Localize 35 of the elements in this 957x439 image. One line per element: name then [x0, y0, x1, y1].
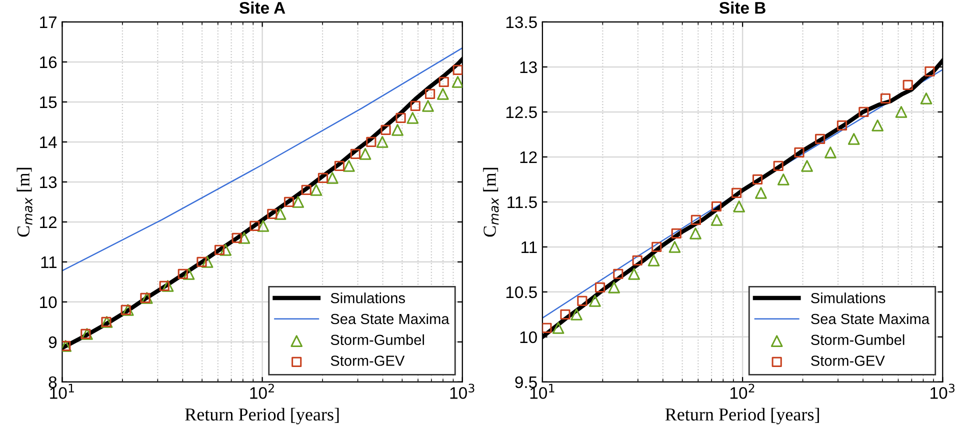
- y-tick-label: 16: [40, 56, 57, 68]
- y-tick-label: 13.5: [506, 16, 537, 28]
- x-axis-title: Return Period [years]: [185, 408, 339, 424]
- y-tick-label: 11: [522, 242, 537, 253]
- legend-label: Simulations: [811, 292, 886, 304]
- y-tick-label: 11: [41, 256, 57, 268]
- y-axis-title: C$_{max}$ [m]: [483, 168, 499, 237]
- y-tick-label: 11.5: [508, 196, 537, 208]
- legend-label: Storm-GEV: [330, 356, 405, 366]
- y-tick-label: 12.5: [506, 106, 537, 118]
- legend-label: Sea State Maxima: [811, 313, 930, 324]
- legend-label: Sea State Maxima: [330, 313, 450, 324]
- legend-label: Storm-Gumbel: [330, 334, 424, 346]
- y-tick-label: 13: [520, 61, 537, 74]
- y-tick-label: 10: [520, 331, 537, 344]
- y-tick-label: 12: [40, 216, 57, 228]
- legend-label: Storm-GEV: [811, 356, 885, 366]
- y-tick-label: 15: [40, 96, 57, 108]
- y-tick-label: 13: [40, 176, 57, 188]
- x-axis-title: Return Period [years]: [665, 408, 819, 424]
- x-tick-label: 10$^{2}$: [250, 384, 274, 399]
- y-tick-label: 12: [520, 151, 537, 163]
- y-tick-label: 10: [40, 296, 57, 308]
- y-tick-label: 10.5: [506, 286, 537, 298]
- chart-title: Site A: [239, 2, 286, 14]
- y-tick-label: 14: [40, 136, 57, 148]
- x-tick-label: 10$^{2}$: [730, 384, 754, 399]
- chart-title: Site B: [719, 2, 766, 14]
- legend-label: Storm-Gumbel: [811, 334, 904, 346]
- y-axis-title: C$_{max}$ [m]: [16, 168, 32, 237]
- x-tick-label: 10$^{3}$: [930, 384, 954, 399]
- x-tick-label: 10$^{3}$: [450, 384, 474, 399]
- y-tick-label: 9: [48, 336, 57, 348]
- y-tick-label: 17: [40, 16, 57, 28]
- legend-label: Simulations: [330, 292, 405, 304]
